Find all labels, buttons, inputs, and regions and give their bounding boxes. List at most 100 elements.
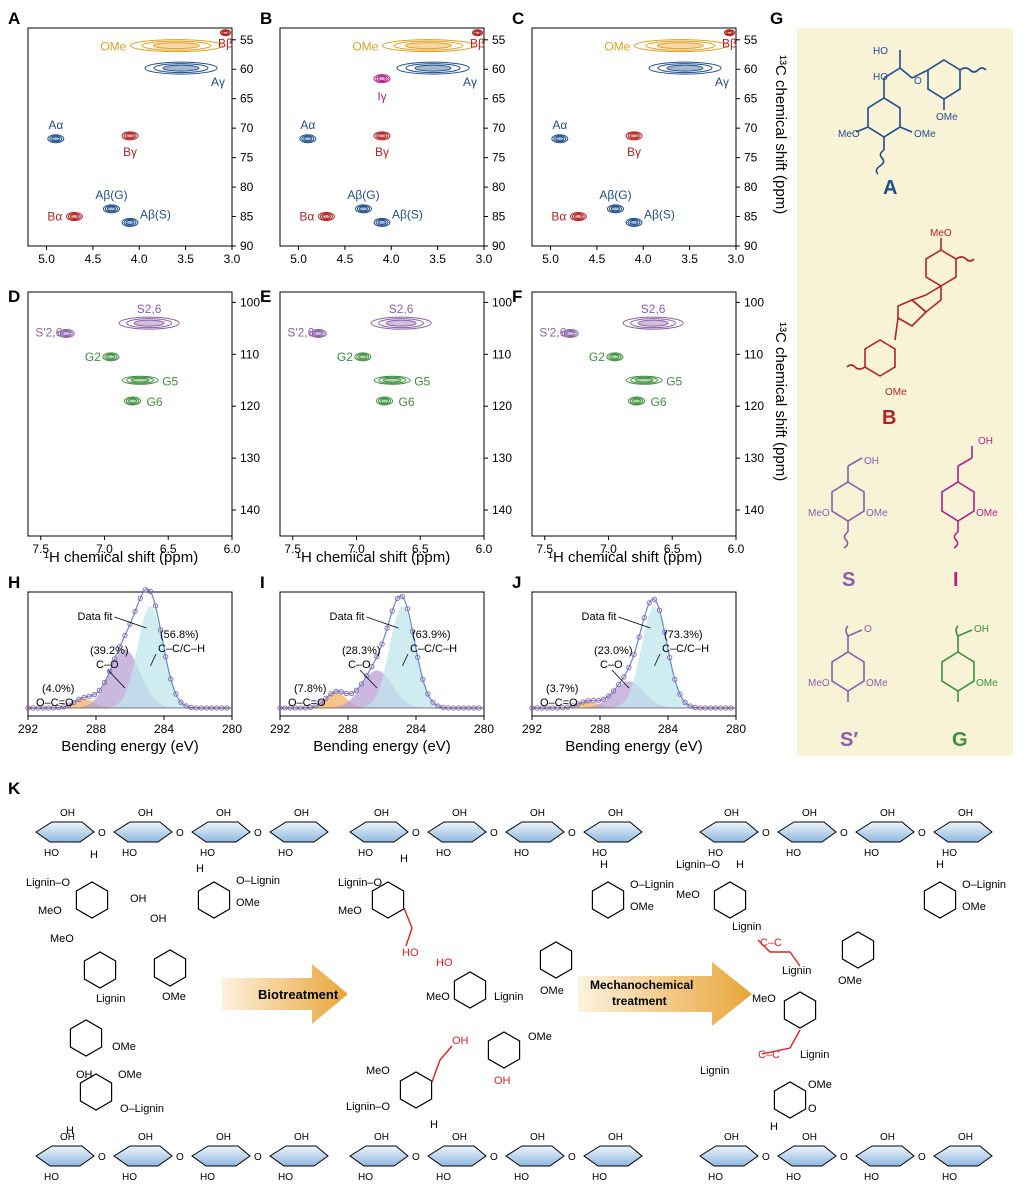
peak-label: Bγ — [375, 145, 389, 159]
structure-i-label: I — [953, 569, 959, 591]
mechanochemical-arrow-shape — [578, 962, 752, 1026]
x-tick-label: 288 — [338, 722, 358, 736]
y-tick-label: 110 — [492, 347, 511, 361]
glucose-ring — [855, 1145, 915, 1167]
y-tick-label: 85 — [240, 210, 254, 224]
peak-label: G6 — [399, 395, 415, 409]
contour-Bα — [571, 213, 585, 221]
contour-S2,6 — [637, 319, 669, 327]
contour-Bγ — [123, 132, 137, 140]
data-point — [163, 654, 169, 660]
contour-Aα — [49, 135, 63, 143]
data-point — [374, 653, 380, 660]
glycosidic-o: O — [568, 1152, 576, 1163]
cellulose-bottom-left: OH HO O OH HO O OH HO O OH HO — [35, 1132, 329, 1183]
data-point — [394, 595, 400, 602]
data-point — [677, 691, 683, 697]
lignin-label: Lignin — [800, 1049, 829, 1061]
glucose-oh: OH — [216, 808, 231, 819]
plot-frame — [279, 291, 485, 537]
contour-OMe — [404, 42, 452, 50]
component-co — [28, 649, 232, 708]
cc-label: C–C — [758, 1049, 780, 1061]
x-tick-label: 6.0 — [224, 542, 241, 556]
data-point — [122, 632, 128, 639]
peak-label: OMe — [352, 40, 378, 54]
contour-G5 — [625, 375, 663, 385]
glycosidic-o: O — [840, 1152, 848, 1163]
peak-label: Bβ — [218, 37, 233, 51]
contour-G6 — [124, 396, 142, 406]
lignin-ring — [923, 881, 957, 919]
data-point — [369, 663, 375, 670]
panel-letter-h: H — [8, 573, 20, 592]
y-tick-label: 70 — [744, 121, 758, 135]
cellulose-bottom-right: OH HO O OH HO O OH HO O OH HO — [699, 1132, 993, 1183]
glucose-ring — [349, 1145, 409, 1167]
contour-Bα — [65, 212, 83, 222]
data-point — [641, 615, 647, 621]
nmr-panel-c: 5.0 4.5 4.0 3.5 3.0 55 60 65 70 75 80 85 90 OMe Bβ Aγ Aα… — [531, 27, 758, 266]
y-tick-label: 90 — [240, 239, 254, 253]
panel-letter-k: K — [8, 779, 21, 798]
glucose-ring — [777, 821, 837, 843]
contour-Aβ(S) — [125, 219, 135, 225]
struct-i-oh: OH — [978, 436, 993, 447]
contour-Bα — [573, 214, 583, 220]
panel-letter-c: C — [512, 9, 524, 28]
contour-G2 — [356, 353, 370, 361]
y-tick-label: 80 — [240, 180, 254, 194]
h-label: H — [770, 1121, 778, 1133]
x-tick-label: 6.0 — [728, 542, 745, 556]
data-point — [173, 691, 179, 697]
contour-G2 — [106, 354, 116, 360]
glycosidic-o: O — [918, 1152, 926, 1163]
contour-Aβ(G) — [610, 206, 620, 212]
ome-label: OMe — [962, 901, 986, 913]
struct-s-meo: MeO — [808, 508, 830, 519]
struct-sp-o: O — [864, 624, 872, 635]
data-point — [188, 704, 194, 711]
contour-Bγ — [125, 133, 135, 139]
occ-percent: (3.7%) — [546, 683, 578, 695]
o-lignin-label: O–Lignin — [630, 879, 674, 891]
data-fit-label: Data fit — [582, 611, 617, 623]
contour-Aα — [303, 136, 313, 142]
glucose-ho: HO — [786, 1172, 801, 1183]
lignin-ring — [713, 881, 747, 919]
y-tick-label: 110 — [744, 347, 763, 361]
glucose-ho: HO — [436, 848, 451, 859]
x-tick-label: 7.5 — [284, 542, 301, 556]
contour-Bα — [317, 212, 335, 222]
contour-Bα — [319, 213, 333, 221]
contour-Aα — [47, 134, 65, 144]
data-point — [389, 608, 395, 614]
component-cc — [280, 606, 484, 708]
contour-S2,6 — [370, 316, 432, 330]
co-leader — [107, 669, 126, 689]
y-tick-label: 120 — [240, 399, 260, 413]
structure-b-label: B — [882, 407, 896, 429]
mechanochemical-arrow: Mechanochemical treatment — [578, 962, 752, 1026]
h-label: H — [936, 859, 944, 871]
peak-label: OMe — [604, 40, 630, 54]
co-percent: (39.2%) — [90, 645, 129, 657]
contour-Aβ(S) — [377, 219, 387, 225]
struct-sp-meo: MeO — [808, 678, 830, 689]
glucose-ho: HO — [436, 1172, 451, 1183]
glucose-oh: OH — [60, 808, 75, 819]
peak-label: Aγ — [715, 75, 729, 89]
glucose-ring — [933, 1145, 993, 1167]
glucose-oh: OH — [608, 1132, 623, 1143]
data-point — [656, 607, 663, 613]
cellulose-top-right: OH HO O OH HO O OH HO O OH HO — [699, 808, 993, 859]
contour-Bγ — [375, 132, 389, 140]
contour-Aα — [51, 136, 61, 142]
oh-label: OH — [76, 1069, 93, 1081]
glucose-ring — [349, 821, 409, 843]
glucose-oh: OH — [374, 808, 389, 819]
glucose-oh: OH — [724, 808, 739, 819]
contour-Bγ — [625, 131, 643, 141]
peak-label: Aα — [552, 118, 567, 132]
contour-G5 — [126, 376, 155, 384]
